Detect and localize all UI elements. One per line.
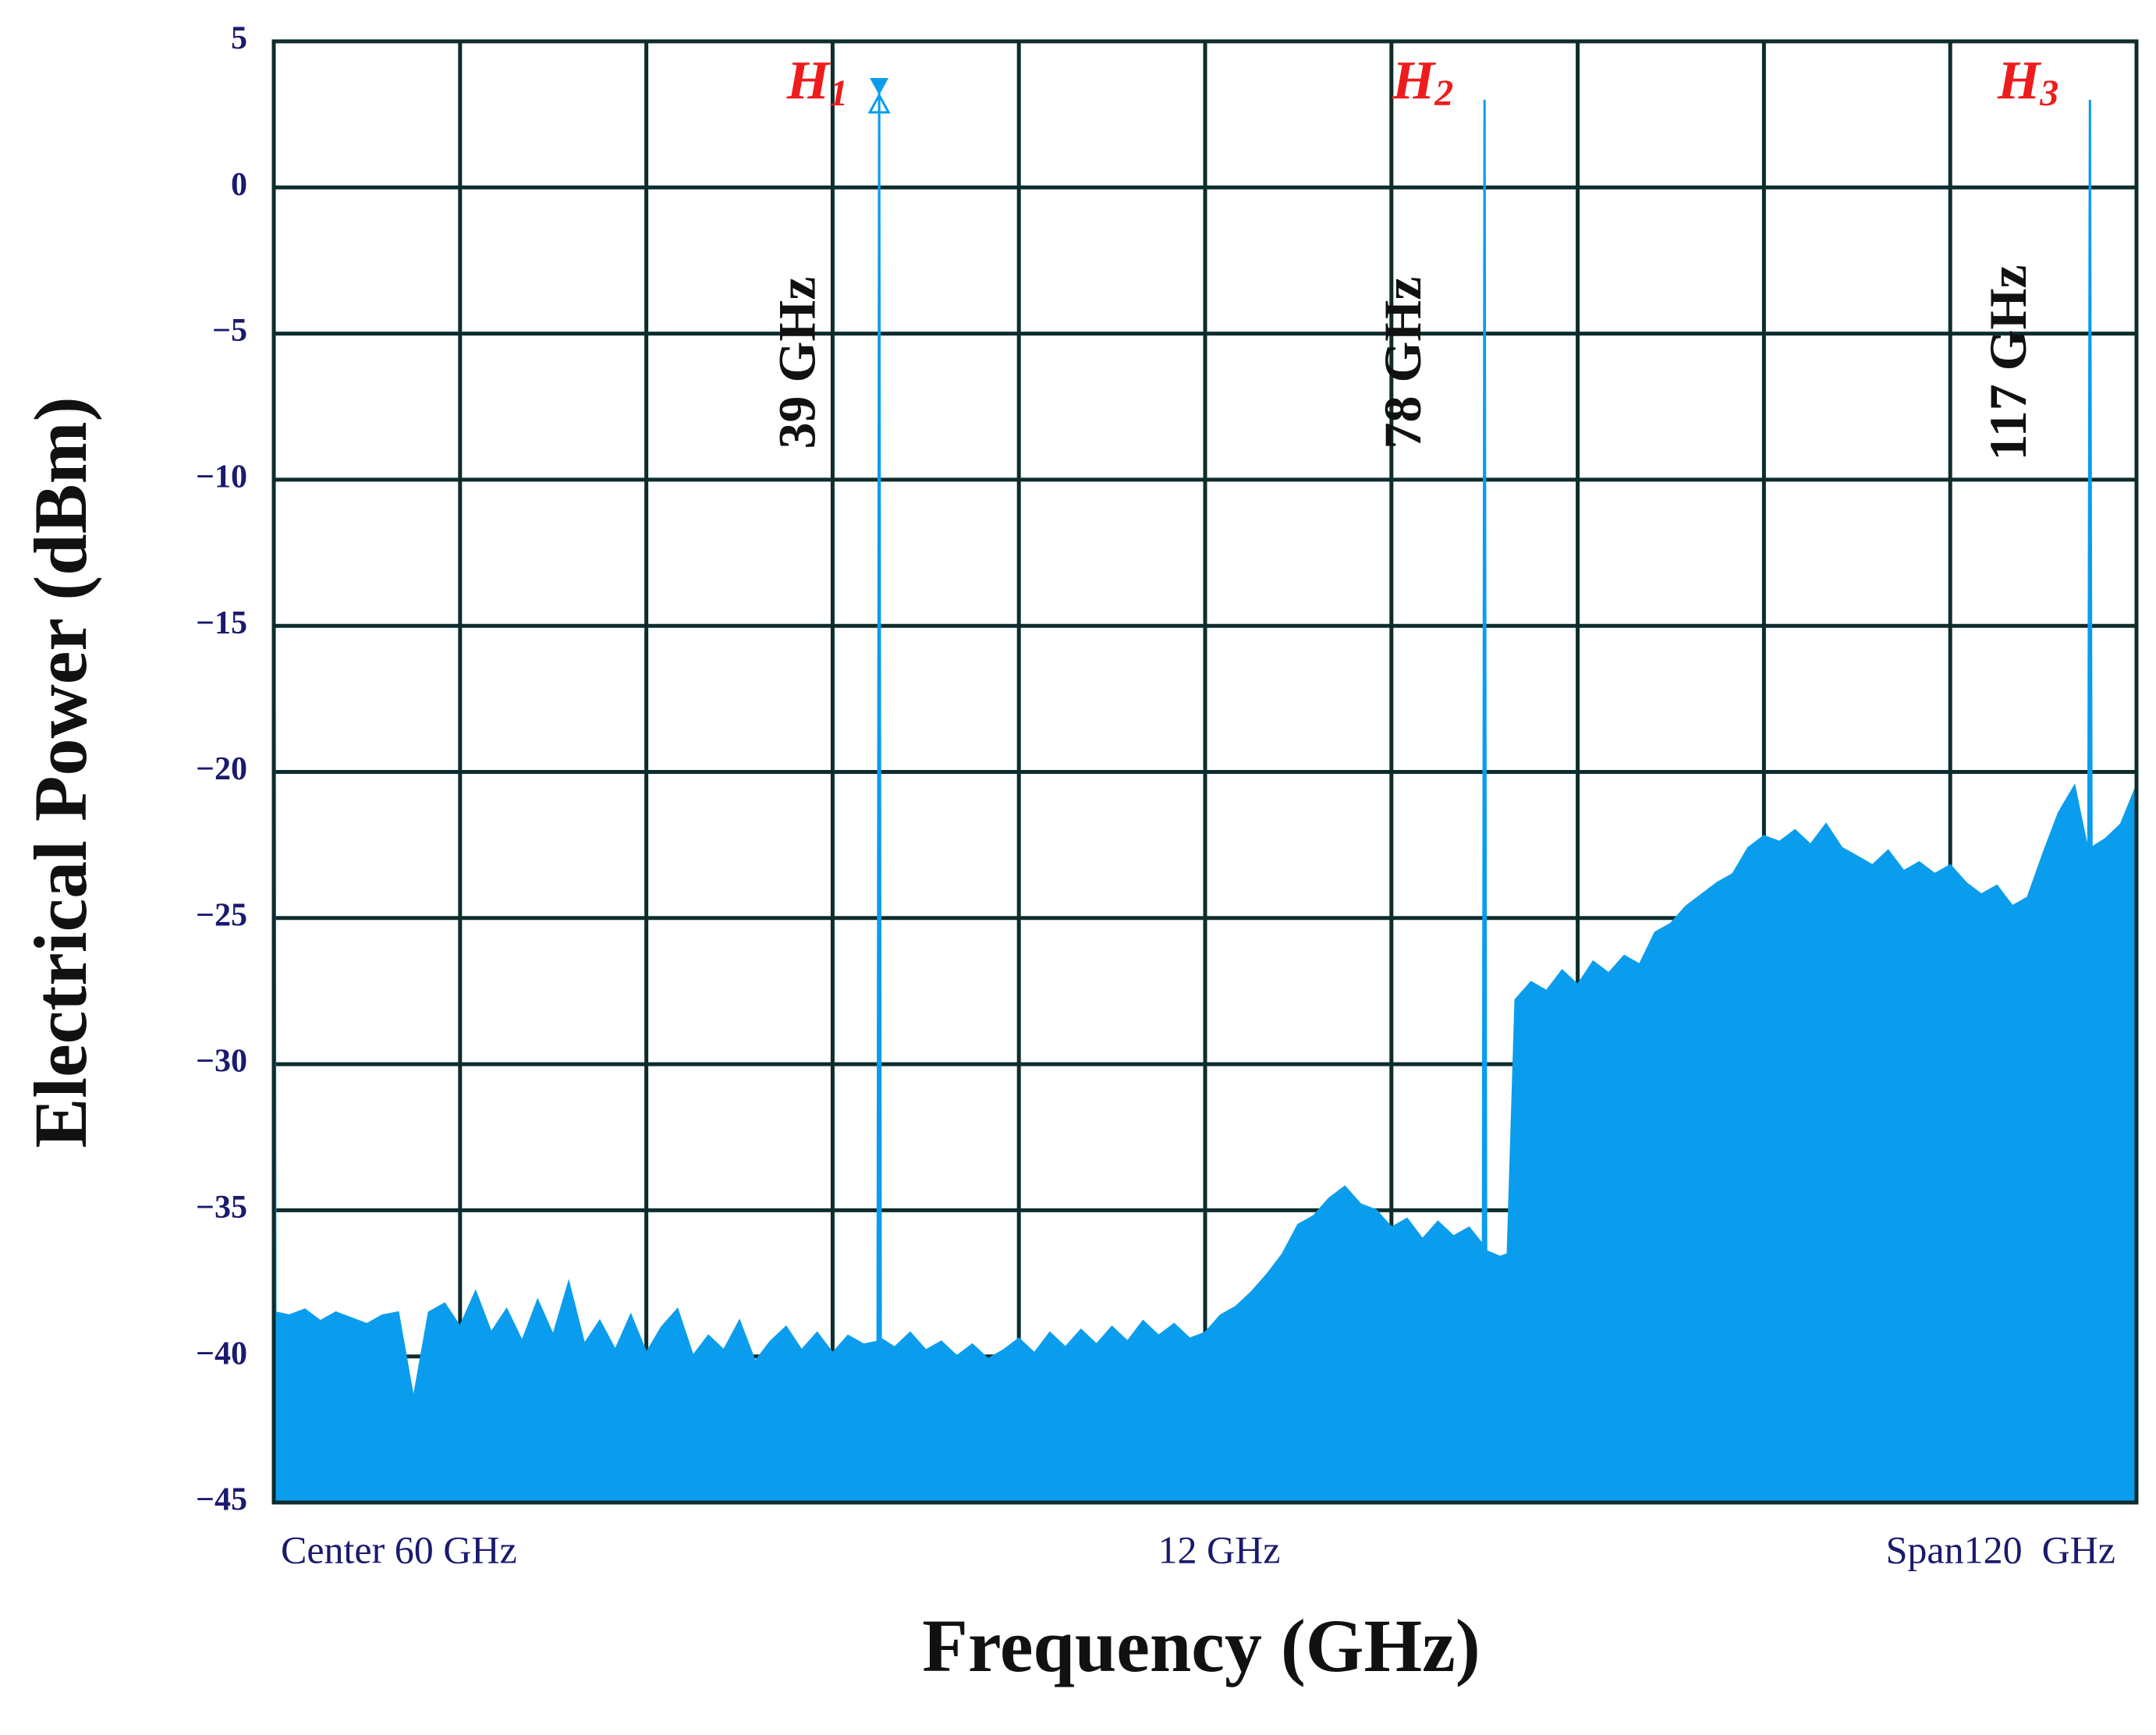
marker [870,78,889,95]
harmonic-letter: H [1997,51,2042,111]
harmonic-label: H1 [786,51,848,114]
harmonic-letter: H [1392,51,1437,111]
frequency-label: 78 GHz [1373,277,1432,449]
y-tick-label: −10 [196,459,247,495]
marker [867,92,891,114]
y-tick-label: −30 [196,1044,247,1080]
y-tick-label: 5 [231,21,247,57]
y-tick-label: −25 [196,897,247,933]
harmonic-label: H2 [1392,51,1453,114]
y-axis-label: Electrical Power (dBm) [19,396,102,1148]
per-div-label: 12 GHz [1158,1527,1281,1571]
y-tick-label: −40 [196,1336,247,1371]
harmonic-subscript: 1 [829,73,848,114]
harmonic-label: H3 [1997,51,2058,114]
frequency-label: 39 GHz [768,277,827,449]
plot-frame [271,39,2139,1505]
harmonic-letter: H [786,51,832,111]
y-tick-label: 0 [231,167,247,203]
center-label: Center 60 GHz [281,1527,517,1571]
spectrum-area [272,41,2138,1504]
harmonic-subscript: 2 [1434,73,1453,114]
span-label: Span120 GHz [1886,1527,2115,1571]
frequency-label: 117 GHz [1978,264,2037,460]
x-axis-label: Frequency (GHz) [922,1604,1480,1687]
y-tick-label: −45 [196,1482,247,1518]
y-tick-label: −35 [196,1190,247,1226]
harmonic-subscript: 3 [2039,73,2058,114]
y-tick-label: −5 [212,313,247,349]
y-tick-label: −20 [196,751,247,787]
y-tick-label: −15 [196,605,247,641]
